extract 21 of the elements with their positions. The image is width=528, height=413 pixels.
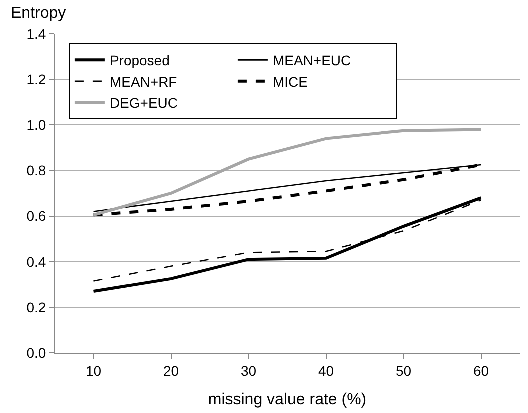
x-tick-label: 60 xyxy=(473,362,490,379)
y-tick-label: 1.0 xyxy=(26,117,46,134)
y-axis-title: Entropy xyxy=(11,5,66,22)
y-tick-label: 0.6 xyxy=(26,208,46,224)
y-tick-label: 0.8 xyxy=(26,162,46,179)
legend-label: MICE xyxy=(272,74,308,90)
x-tick-label: 50 xyxy=(396,362,412,379)
legend-label: MEAN+RF xyxy=(110,74,178,90)
y-tick-label: 0.0 xyxy=(26,344,46,361)
x-tick-label: 10 xyxy=(86,362,102,379)
y-tick-label: 0.4 xyxy=(26,254,46,270)
legend-label: DEG+EUC xyxy=(110,95,178,112)
x-tick-label: 30 xyxy=(240,362,257,379)
legend-label: Proposed xyxy=(110,52,170,69)
x-tick-label: 20 xyxy=(163,362,180,379)
y-tick-label: 0.2 xyxy=(26,299,46,316)
x-axis-title: missing value rate (%) xyxy=(208,392,367,408)
x-tick-label: 40 xyxy=(318,362,334,379)
y-tick-label: 1.4 xyxy=(26,26,46,42)
y-tick-label: 1.2 xyxy=(26,71,46,88)
legend-label: MEAN+EUC xyxy=(272,52,352,69)
